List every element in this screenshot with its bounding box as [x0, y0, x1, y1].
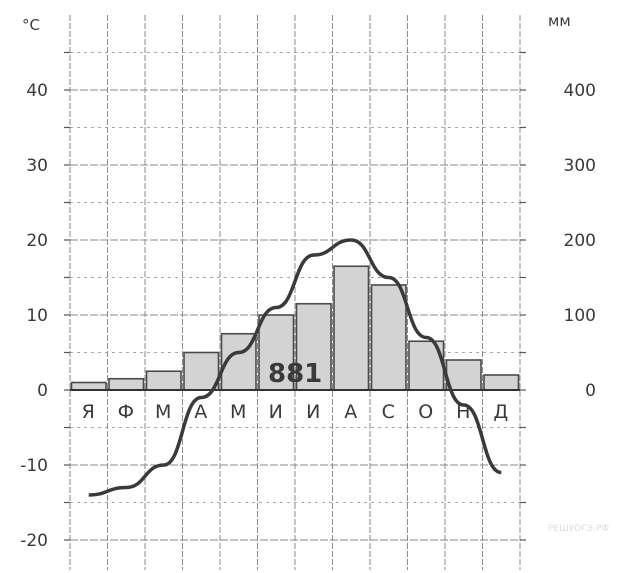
temperature-line: [88, 238, 502, 497]
month-label: М: [155, 401, 172, 423]
grid-lines: [64, 15, 526, 570]
precipitation-tick-label: 300: [564, 156, 596, 176]
month-label: А: [194, 401, 208, 423]
precipitation-bar: [370, 284, 407, 391]
precipitation-bar: [183, 351, 220, 391]
precipitation-bar: [483, 374, 520, 391]
temperature-tick-label: 20: [26, 231, 48, 251]
precipitation-bar: [108, 377, 145, 391]
month-label: А: [344, 401, 358, 423]
month-label: Я: [82, 401, 96, 423]
precipitation-bar: [445, 359, 482, 391]
annual-precipitation-label: 881: [268, 359, 322, 389]
month-label: И: [306, 401, 321, 423]
precipitation-bars: [70, 265, 520, 391]
precipitation-tick-label: 100: [564, 306, 596, 326]
precipitation-bar: [258, 314, 295, 391]
precipitation-tick-labels: 400 300 200 100 0: [564, 81, 596, 401]
precipitation-tick-label: 200: [564, 231, 596, 251]
month-label: Д: [493, 401, 509, 423]
temperature-unit-label: °C: [22, 16, 40, 34]
watermark: РЕШУОГЭ.РФ: [548, 524, 609, 534]
temperature-tick-label: 0: [37, 381, 48, 401]
precipitation-bar: [333, 265, 370, 391]
precipitation-bar: [145, 370, 182, 391]
temperature-tick-label: -10: [20, 456, 48, 476]
temperature-tick-label: 40: [26, 81, 48, 101]
temperature-tick-label: 10: [26, 306, 48, 326]
month-label: Н: [456, 401, 471, 423]
temperature-tick-label: -20: [20, 531, 48, 551]
month-label: О: [418, 401, 434, 423]
precipitation-bar: [295, 302, 332, 391]
temperature-tick-label: 30: [26, 156, 48, 176]
month-label: С: [382, 401, 396, 423]
precipitation-unit-label: мм: [548, 12, 571, 30]
month-label: Ф: [118, 401, 135, 423]
precipitation-tick-label: 400: [564, 81, 596, 101]
month-label: И: [269, 401, 284, 423]
temperature-tick-labels: 40 30 20 10 0 -10 -20: [20, 81, 48, 551]
precipitation-tick-label: 0: [585, 381, 596, 401]
month-label: М: [230, 401, 247, 423]
precipitation-bar: [70, 381, 107, 391]
